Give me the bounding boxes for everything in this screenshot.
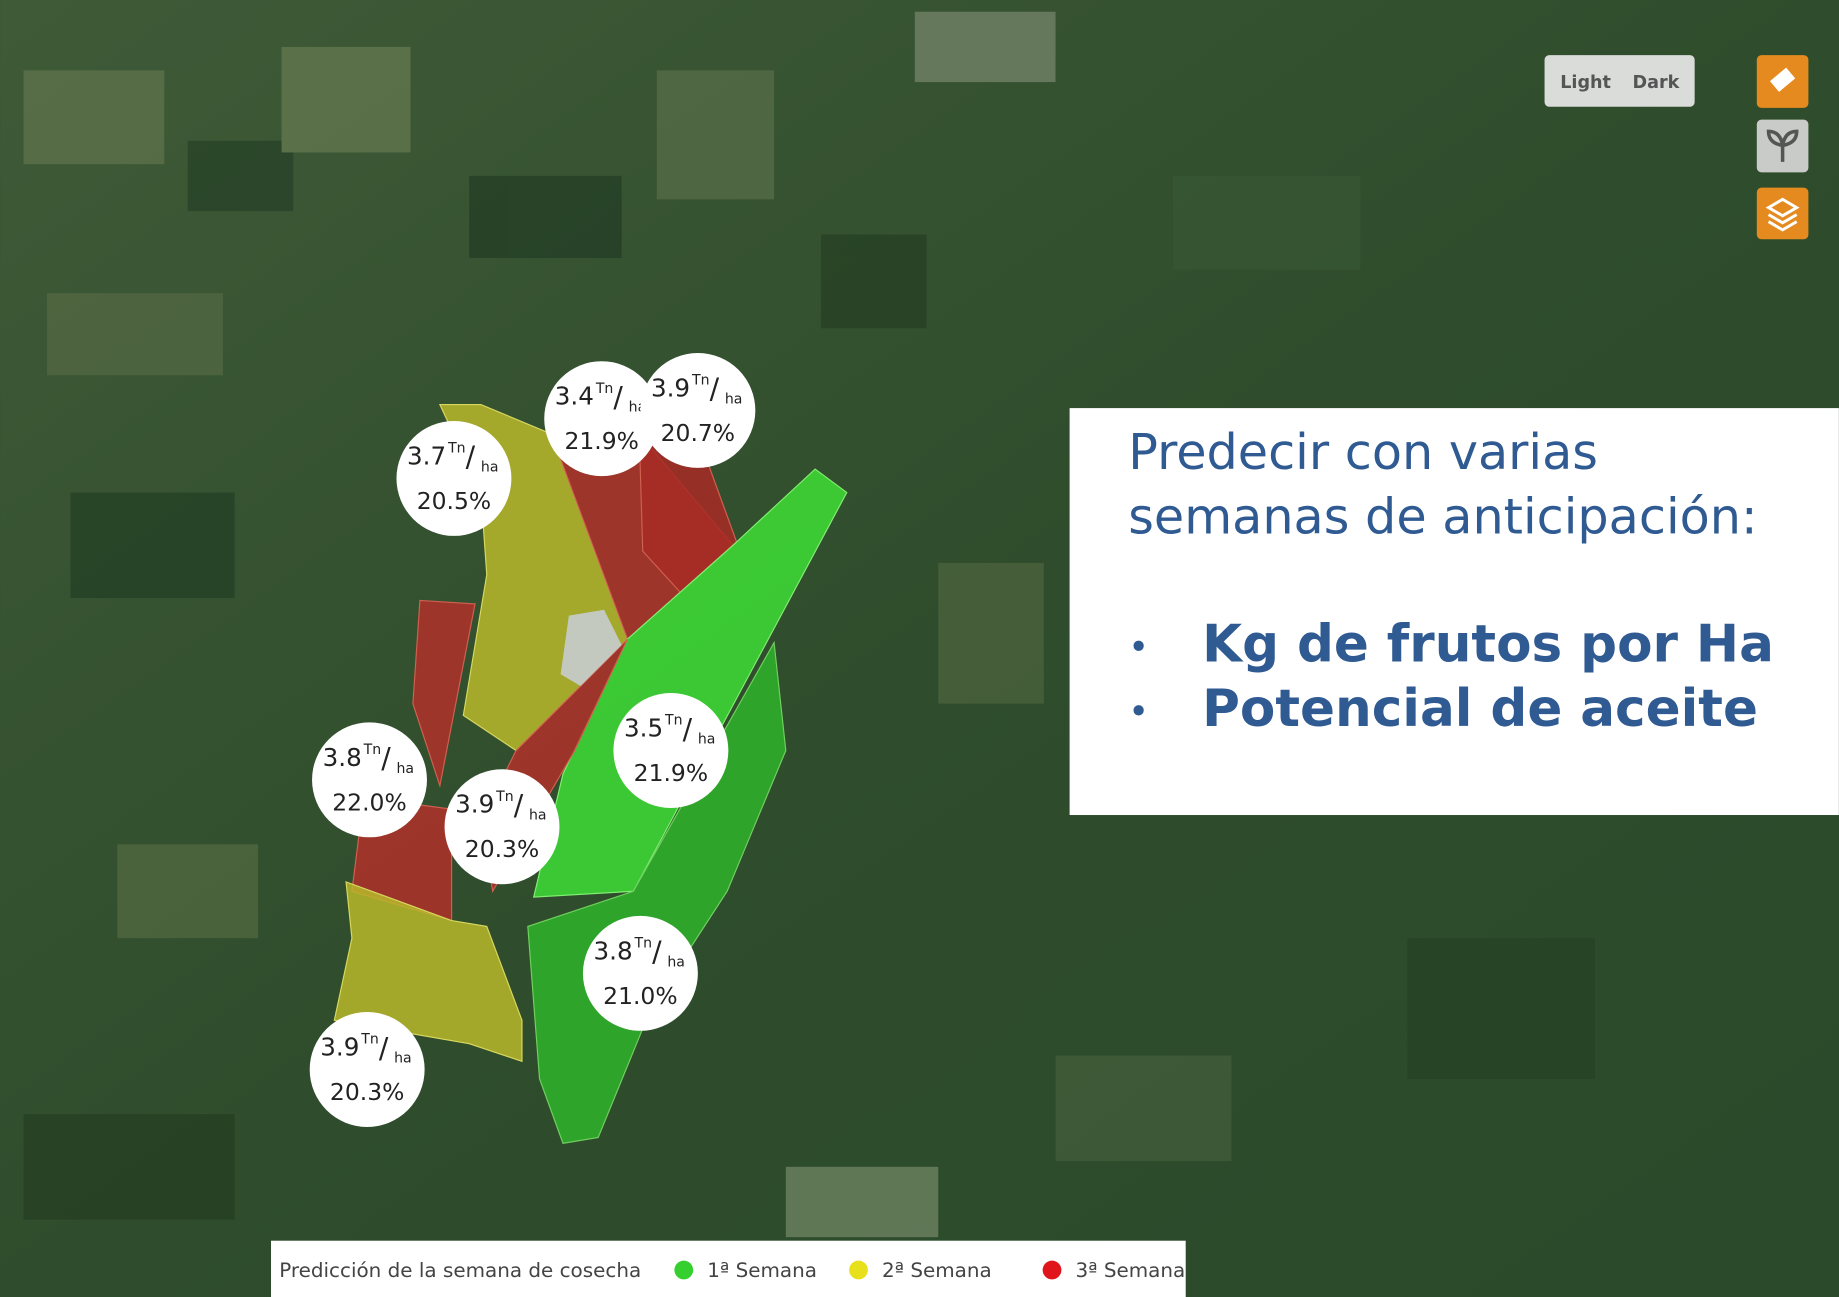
yield-per: ha bbox=[396, 761, 414, 777]
slash: / bbox=[652, 936, 662, 969]
yield-unit: Tn bbox=[664, 713, 683, 729]
slash: / bbox=[379, 1032, 389, 1065]
oil-percent: 20.3% bbox=[330, 1078, 404, 1106]
oil-percent: 21.0% bbox=[603, 982, 677, 1010]
layers-button[interactable] bbox=[1757, 188, 1809, 240]
label-circle[interactable] bbox=[583, 916, 698, 1031]
label-circle[interactable] bbox=[310, 1012, 425, 1127]
slash: / bbox=[710, 373, 720, 406]
yield-value: 3.9 bbox=[455, 790, 494, 819]
callout-bullet: Kg de frutos por Ha bbox=[1202, 614, 1774, 674]
slash: / bbox=[381, 742, 391, 775]
label-circle[interactable] bbox=[445, 769, 560, 884]
crop-button[interactable] bbox=[1757, 120, 1809, 173]
slash: / bbox=[466, 441, 476, 474]
callout-title: semanas de anticipación: bbox=[1128, 488, 1757, 546]
label-circle[interactable] bbox=[312, 722, 427, 837]
yield-value: 3.7 bbox=[407, 441, 446, 470]
map-view[interactable]: 3.4Tn/ha21.9%3.9Tn/ha20.7%3.7Tn/ha20.5%3… bbox=[0, 0, 1839, 1297]
legend-label: 2ª Semana bbox=[882, 1259, 992, 1282]
bullet-dot: • bbox=[1128, 692, 1149, 733]
satellite-button[interactable] bbox=[1757, 55, 1809, 108]
label-circle[interactable] bbox=[396, 421, 511, 536]
yield-value: 3.9 bbox=[320, 1032, 359, 1061]
legend-label: 1ª Semana bbox=[707, 1259, 817, 1282]
oil-percent: 20.5% bbox=[417, 487, 491, 515]
yield-unit: Tn bbox=[691, 373, 710, 389]
legend-swatch bbox=[1043, 1261, 1062, 1280]
slash: / bbox=[683, 713, 693, 746]
yield-unit: Tn bbox=[495, 789, 514, 805]
callout-title: Predecir con varias bbox=[1128, 423, 1598, 481]
legend-title: Predicción de la semana de cosecha bbox=[279, 1259, 641, 1282]
yield-per: ha bbox=[667, 954, 685, 970]
yield-unit: Tn bbox=[363, 742, 382, 758]
legend-items: 1ª Semana 2ª Semana 3ª Semana bbox=[674, 1259, 1185, 1282]
yield-unit: Tn bbox=[447, 441, 466, 457]
slash: / bbox=[514, 789, 524, 822]
yield-value: 3.5 bbox=[624, 713, 663, 742]
legend-swatch bbox=[849, 1261, 868, 1280]
yield-unit: Tn bbox=[634, 936, 653, 952]
yield-per: ha bbox=[529, 808, 547, 824]
oil-percent: 21.9% bbox=[634, 759, 708, 787]
yield-value: 3.4 bbox=[555, 382, 594, 411]
yield-per: ha bbox=[394, 1050, 412, 1066]
theme-dark[interactable]: Dark bbox=[1633, 73, 1681, 93]
oil-percent: 22.0% bbox=[332, 788, 406, 816]
yield-unit: Tn bbox=[360, 1032, 379, 1048]
bullet-dot: • bbox=[1128, 627, 1149, 668]
legend-swatch bbox=[674, 1261, 693, 1280]
yield-value: 3.9 bbox=[651, 373, 690, 402]
label-circle[interactable] bbox=[613, 693, 728, 808]
slash: / bbox=[613, 381, 623, 414]
oil-percent: 20.3% bbox=[465, 835, 539, 863]
yield-value: 3.8 bbox=[323, 743, 362, 772]
yield-unit: Tn bbox=[595, 381, 614, 397]
theme-light[interactable]: Light bbox=[1560, 73, 1611, 93]
page: {"map_controls":{"theme_toggle":["Light"… bbox=[0, 0, 1839, 1297]
yield-per: ha bbox=[698, 731, 716, 747]
yield-value: 3.8 bbox=[593, 936, 632, 965]
yield-per: ha bbox=[725, 391, 743, 407]
oil-percent: 20.7% bbox=[661, 419, 735, 447]
oil-percent: 21.9% bbox=[564, 427, 638, 455]
legend-label: 3ª Semana bbox=[1075, 1259, 1185, 1282]
label-circle[interactable] bbox=[640, 353, 755, 468]
yield-per: ha bbox=[481, 459, 499, 475]
callout-bullet: Potencial de aceite bbox=[1202, 679, 1758, 739]
